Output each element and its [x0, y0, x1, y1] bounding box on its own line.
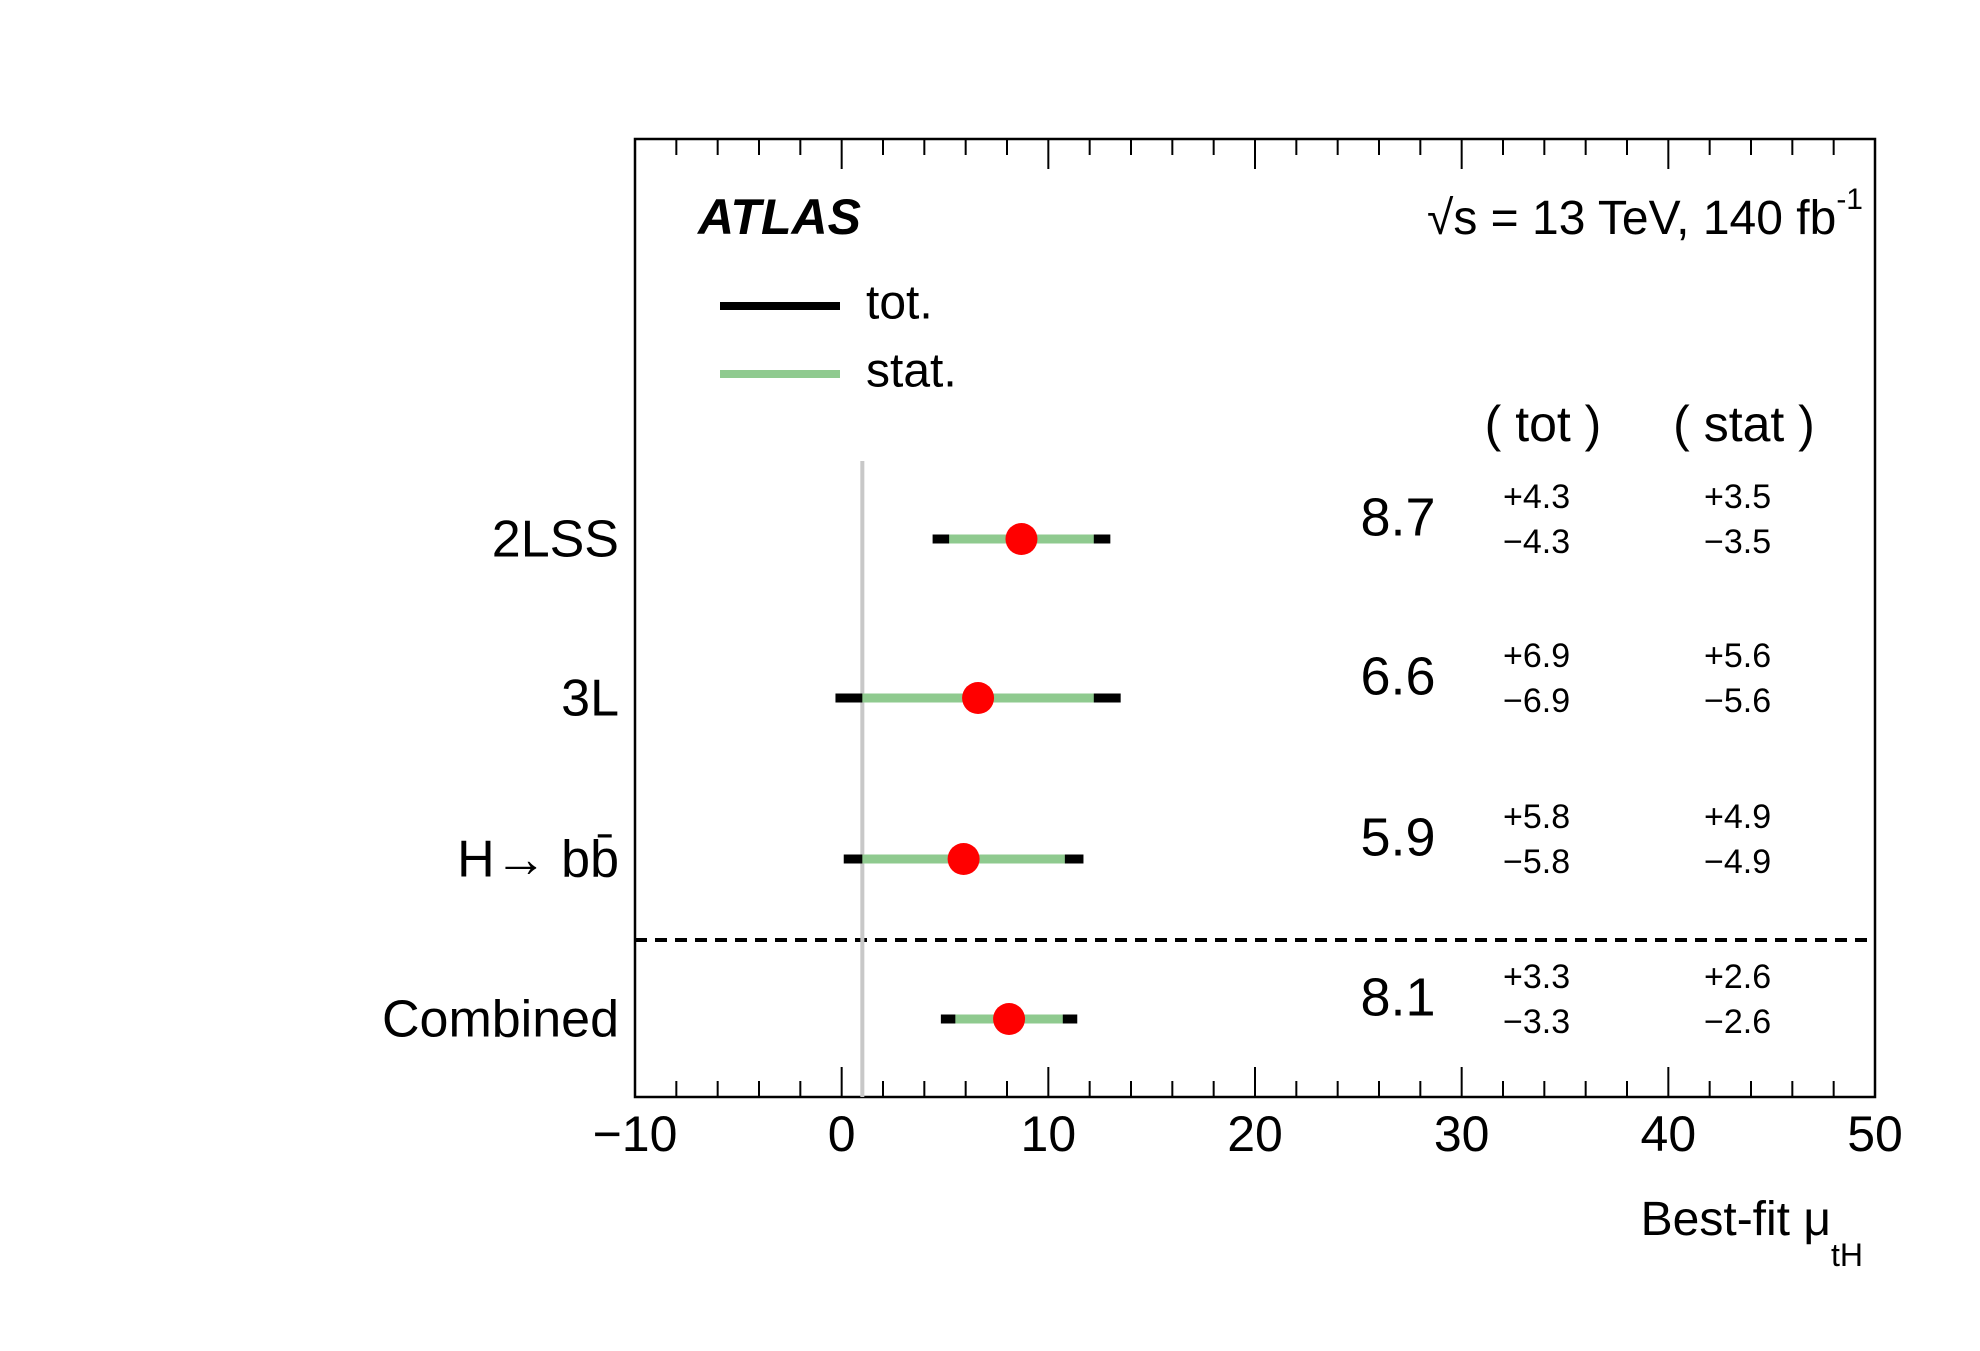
- minus-label: −6.9: [1503, 682, 1570, 720]
- frame: [633, 137, 1877, 1099]
- legend-label: tot.: [866, 277, 933, 330]
- x-tick-label: 30: [1434, 1106, 1490, 1162]
- minus-label: −4.3: [1503, 523, 1570, 561]
- x-tick-label: −10: [593, 1106, 678, 1162]
- energy-text: √s = 13 TeV, 140 fb: [1427, 192, 1836, 245]
- x-tick-label: 0: [828, 1106, 856, 1162]
- plus-label: +3.3: [1503, 958, 1570, 996]
- x-axis-sub: tH: [1831, 1237, 1863, 1273]
- column-header: ( stat ): [1673, 396, 1815, 452]
- energy-label: √s = 13 TeV, 140 fb-1: [1427, 183, 1863, 245]
- plus-label: +5.6: [1704, 637, 1771, 675]
- x-tick-label: 10: [1021, 1106, 1077, 1162]
- category-label: Combined: [382, 991, 619, 1049]
- minus-label: −2.6: [1704, 1003, 1771, 1041]
- marker: [962, 682, 995, 714]
- marker: [947, 843, 980, 875]
- plus-label: +2.6: [1704, 958, 1771, 996]
- value-label: 8.1: [1360, 967, 1435, 1027]
- minus-label: −3.5: [1704, 523, 1771, 561]
- experiment-label: ATLAS: [696, 189, 861, 245]
- category-label: 3L: [561, 670, 619, 728]
- x-axis-label: Best-fit μtH: [1641, 1193, 1863, 1274]
- minus-label: −5.8: [1503, 843, 1570, 881]
- plus-label: +5.8: [1503, 798, 1570, 836]
- plus-label: +4.9: [1704, 798, 1771, 836]
- x-tick-label: 20: [1227, 1106, 1283, 1162]
- minus-label: −4.9: [1704, 843, 1771, 881]
- plus-label: +3.5: [1704, 478, 1771, 516]
- minus-label: −5.6: [1704, 682, 1771, 720]
- value-label: 5.9: [1360, 807, 1435, 867]
- x-tick-label: 50: [1847, 1106, 1903, 1162]
- column-header: ( tot ): [1485, 396, 1602, 452]
- marker: [1005, 523, 1038, 555]
- x-axis-text: Best-fit μ: [1641, 1193, 1831, 1246]
- minus-label: −3.3: [1503, 1003, 1570, 1041]
- energy-sup: -1: [1836, 183, 1863, 216]
- category-label: H→ bb̄: [457, 831, 619, 889]
- marker: [993, 1003, 1026, 1035]
- legend-label: stat.: [866, 345, 957, 398]
- category-label: 2LSS: [492, 511, 619, 569]
- value-label: 6.6: [1360, 646, 1435, 706]
- value-label: 8.7: [1360, 487, 1435, 547]
- plus-label: +6.9: [1503, 637, 1570, 675]
- x-tick-label: 40: [1641, 1106, 1697, 1162]
- plus-label: +4.3: [1503, 478, 1570, 516]
